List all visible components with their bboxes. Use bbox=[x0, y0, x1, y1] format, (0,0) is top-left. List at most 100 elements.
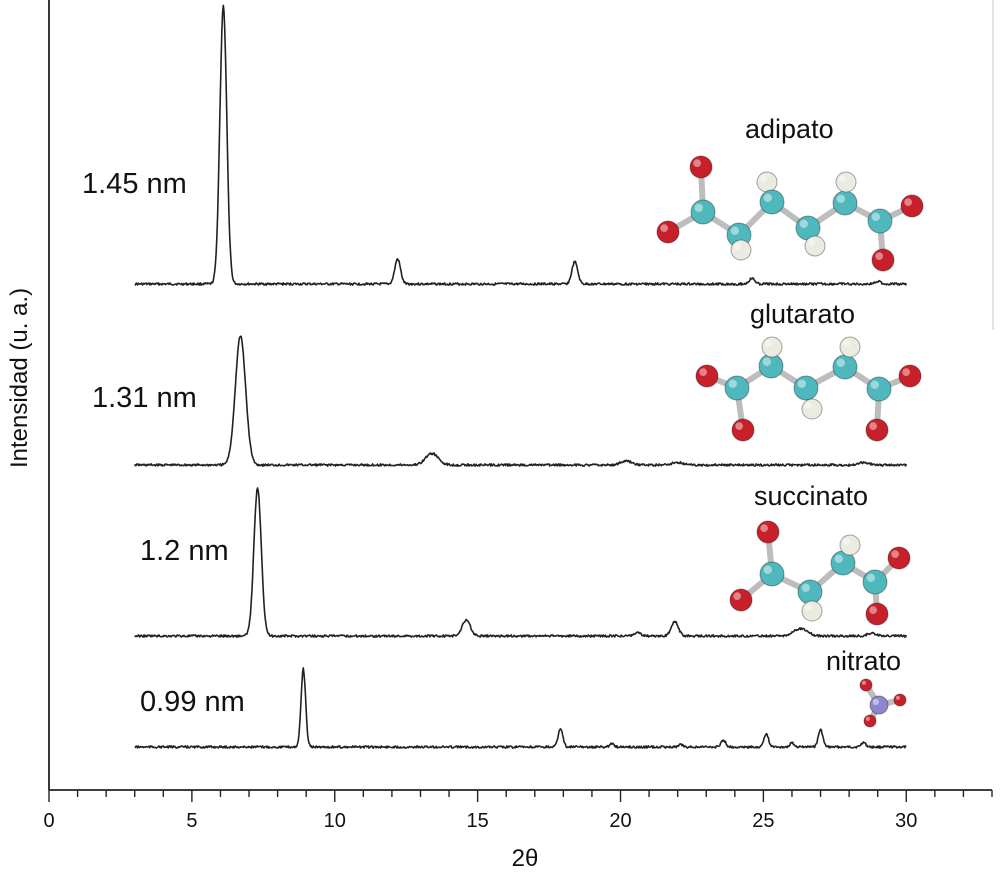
carbon-atom-highlight bbox=[836, 358, 845, 367]
carbon-atom bbox=[793, 375, 819, 401]
oxygen-atom-highlight bbox=[869, 422, 878, 430]
carbon-atom-highlight bbox=[797, 379, 806, 388]
x-tick-label: 15 bbox=[467, 810, 489, 832]
carbon-atom-highlight bbox=[763, 193, 772, 202]
carbon-atom-highlight bbox=[801, 583, 810, 592]
carbon-atom bbox=[690, 199, 716, 225]
series-name-nitrato: nitrato bbox=[826, 646, 902, 676]
nitrate-molecule-icon bbox=[859, 678, 907, 728]
oxygen-atom-highlight bbox=[660, 224, 669, 232]
x-axis: 0 5 10 15 20 25 30 bbox=[43, 0, 994, 832]
series-name-glutarato: glutarato bbox=[750, 299, 856, 329]
hydrogen-atom-highlight bbox=[843, 340, 850, 347]
hydrogen-atom-highlight bbox=[760, 175, 767, 182]
oxygen-atom bbox=[729, 588, 753, 612]
carbon-atom-highlight bbox=[728, 379, 737, 388]
x-tick-label: 25 bbox=[752, 810, 774, 832]
oxygen-atom bbox=[859, 678, 873, 692]
carbon-atom-highlight bbox=[871, 212, 880, 221]
hydrogen-atom-highlight bbox=[805, 604, 812, 611]
glutarate-molecule-icon bbox=[695, 336, 922, 442]
oxygen-atom-highlight bbox=[693, 159, 702, 167]
d-spacing-label-glutarato: 1.31 nm bbox=[92, 382, 197, 414]
oxygen-atom-highlight bbox=[869, 606, 878, 615]
oxygen-atom-highlight bbox=[865, 716, 871, 722]
carbon-atom-highlight bbox=[799, 219, 808, 228]
nitrogen-atom-highlight bbox=[872, 698, 879, 705]
oxygen-atom-highlight bbox=[735, 422, 744, 430]
trace-adipato bbox=[134, 4, 908, 286]
trace-succinato bbox=[134, 487, 908, 638]
carbon-atom-highlight bbox=[870, 380, 879, 389]
hydrogen-atom-highlight bbox=[839, 175, 846, 182]
oxygen-atom-highlight bbox=[699, 368, 708, 376]
oxygen-atom bbox=[695, 364, 719, 388]
oxygen-atom bbox=[731, 418, 755, 442]
oxygen-atom bbox=[898, 364, 922, 388]
carbon-atom-highlight bbox=[762, 357, 771, 366]
carbon-atom bbox=[832, 354, 858, 380]
hydrogen-atom-highlight bbox=[734, 243, 741, 250]
oxygen-atom bbox=[865, 602, 889, 626]
oxygen-atom-highlight bbox=[895, 695, 901, 701]
oxygen-atom-highlight bbox=[902, 368, 911, 376]
oxygen-atom-highlight bbox=[891, 550, 900, 559]
oxygen-atom bbox=[656, 220, 680, 244]
carbon-atom-highlight bbox=[694, 203, 703, 212]
x-tick-label: 20 bbox=[609, 810, 631, 832]
x-tick-label: 10 bbox=[324, 810, 346, 832]
oxygen-atom bbox=[887, 546, 911, 570]
x-axis-title: 2θ bbox=[512, 845, 539, 872]
carbon-atom-highlight bbox=[866, 573, 875, 582]
hydrogen-atom bbox=[839, 336, 861, 358]
oxygen-atom-highlight bbox=[760, 524, 769, 533]
carbon-atom-highlight bbox=[834, 554, 843, 563]
carbon-atom-highlight bbox=[763, 565, 772, 574]
d-spacing-label-succinato: 1.2 nm bbox=[140, 535, 229, 567]
oxygen-atom bbox=[871, 248, 895, 272]
oxygen-atom bbox=[756, 520, 780, 544]
x-tick-label: 5 bbox=[186, 810, 197, 832]
oxygen-atom bbox=[893, 693, 907, 707]
oxygen-atom bbox=[865, 418, 889, 442]
adipate-molecule-icon bbox=[656, 155, 924, 272]
hydrogen-atom-highlight bbox=[843, 538, 850, 545]
trace-glutarato bbox=[133, 335, 908, 467]
oxygen-atom-highlight bbox=[875, 252, 884, 260]
succinate-molecule-icon bbox=[729, 520, 911, 626]
nitrogen-atom bbox=[869, 695, 889, 715]
oxygen-atom-highlight bbox=[904, 198, 913, 206]
carbon-atom bbox=[759, 561, 785, 587]
carbon-atom bbox=[759, 189, 785, 215]
hydrogen-atom bbox=[801, 398, 823, 420]
carbon-atom-highlight bbox=[730, 226, 739, 235]
molecule-models bbox=[656, 155, 924, 728]
hydrogen-atom bbox=[801, 600, 823, 622]
y-axis-title: Intensidad (u. a.) bbox=[6, 288, 33, 468]
hydrogen-atom bbox=[761, 336, 783, 358]
hydrogen-atom-highlight bbox=[808, 239, 815, 246]
oxygen-atom bbox=[689, 155, 713, 179]
carbon-atom bbox=[867, 208, 893, 234]
carbon-atom-highlight bbox=[836, 194, 845, 203]
hydrogen-atom bbox=[839, 534, 861, 556]
series-name-adipato: adipato bbox=[745, 114, 834, 144]
x-tick-label: 0 bbox=[43, 810, 54, 832]
carbon-atom bbox=[797, 579, 823, 605]
carbon-atom bbox=[862, 569, 888, 595]
oxygen-atom bbox=[900, 194, 924, 218]
carbon-atom bbox=[832, 190, 858, 216]
carbon-atom bbox=[724, 375, 750, 401]
carbon-atom bbox=[758, 353, 784, 379]
carbon-atom bbox=[866, 376, 892, 402]
trace-nitrato bbox=[134, 667, 907, 749]
hydrogen-atom-highlight bbox=[765, 340, 772, 347]
hydrogen-atom bbox=[804, 235, 826, 257]
diffraction-traces bbox=[133, 4, 908, 749]
x-tick-label: 30 bbox=[895, 810, 917, 832]
hydrogen-atom bbox=[835, 171, 857, 193]
oxygen-atom-highlight bbox=[861, 680, 867, 686]
hydrogen-atom bbox=[730, 239, 752, 261]
series-name-succinato: succinato bbox=[754, 481, 869, 511]
